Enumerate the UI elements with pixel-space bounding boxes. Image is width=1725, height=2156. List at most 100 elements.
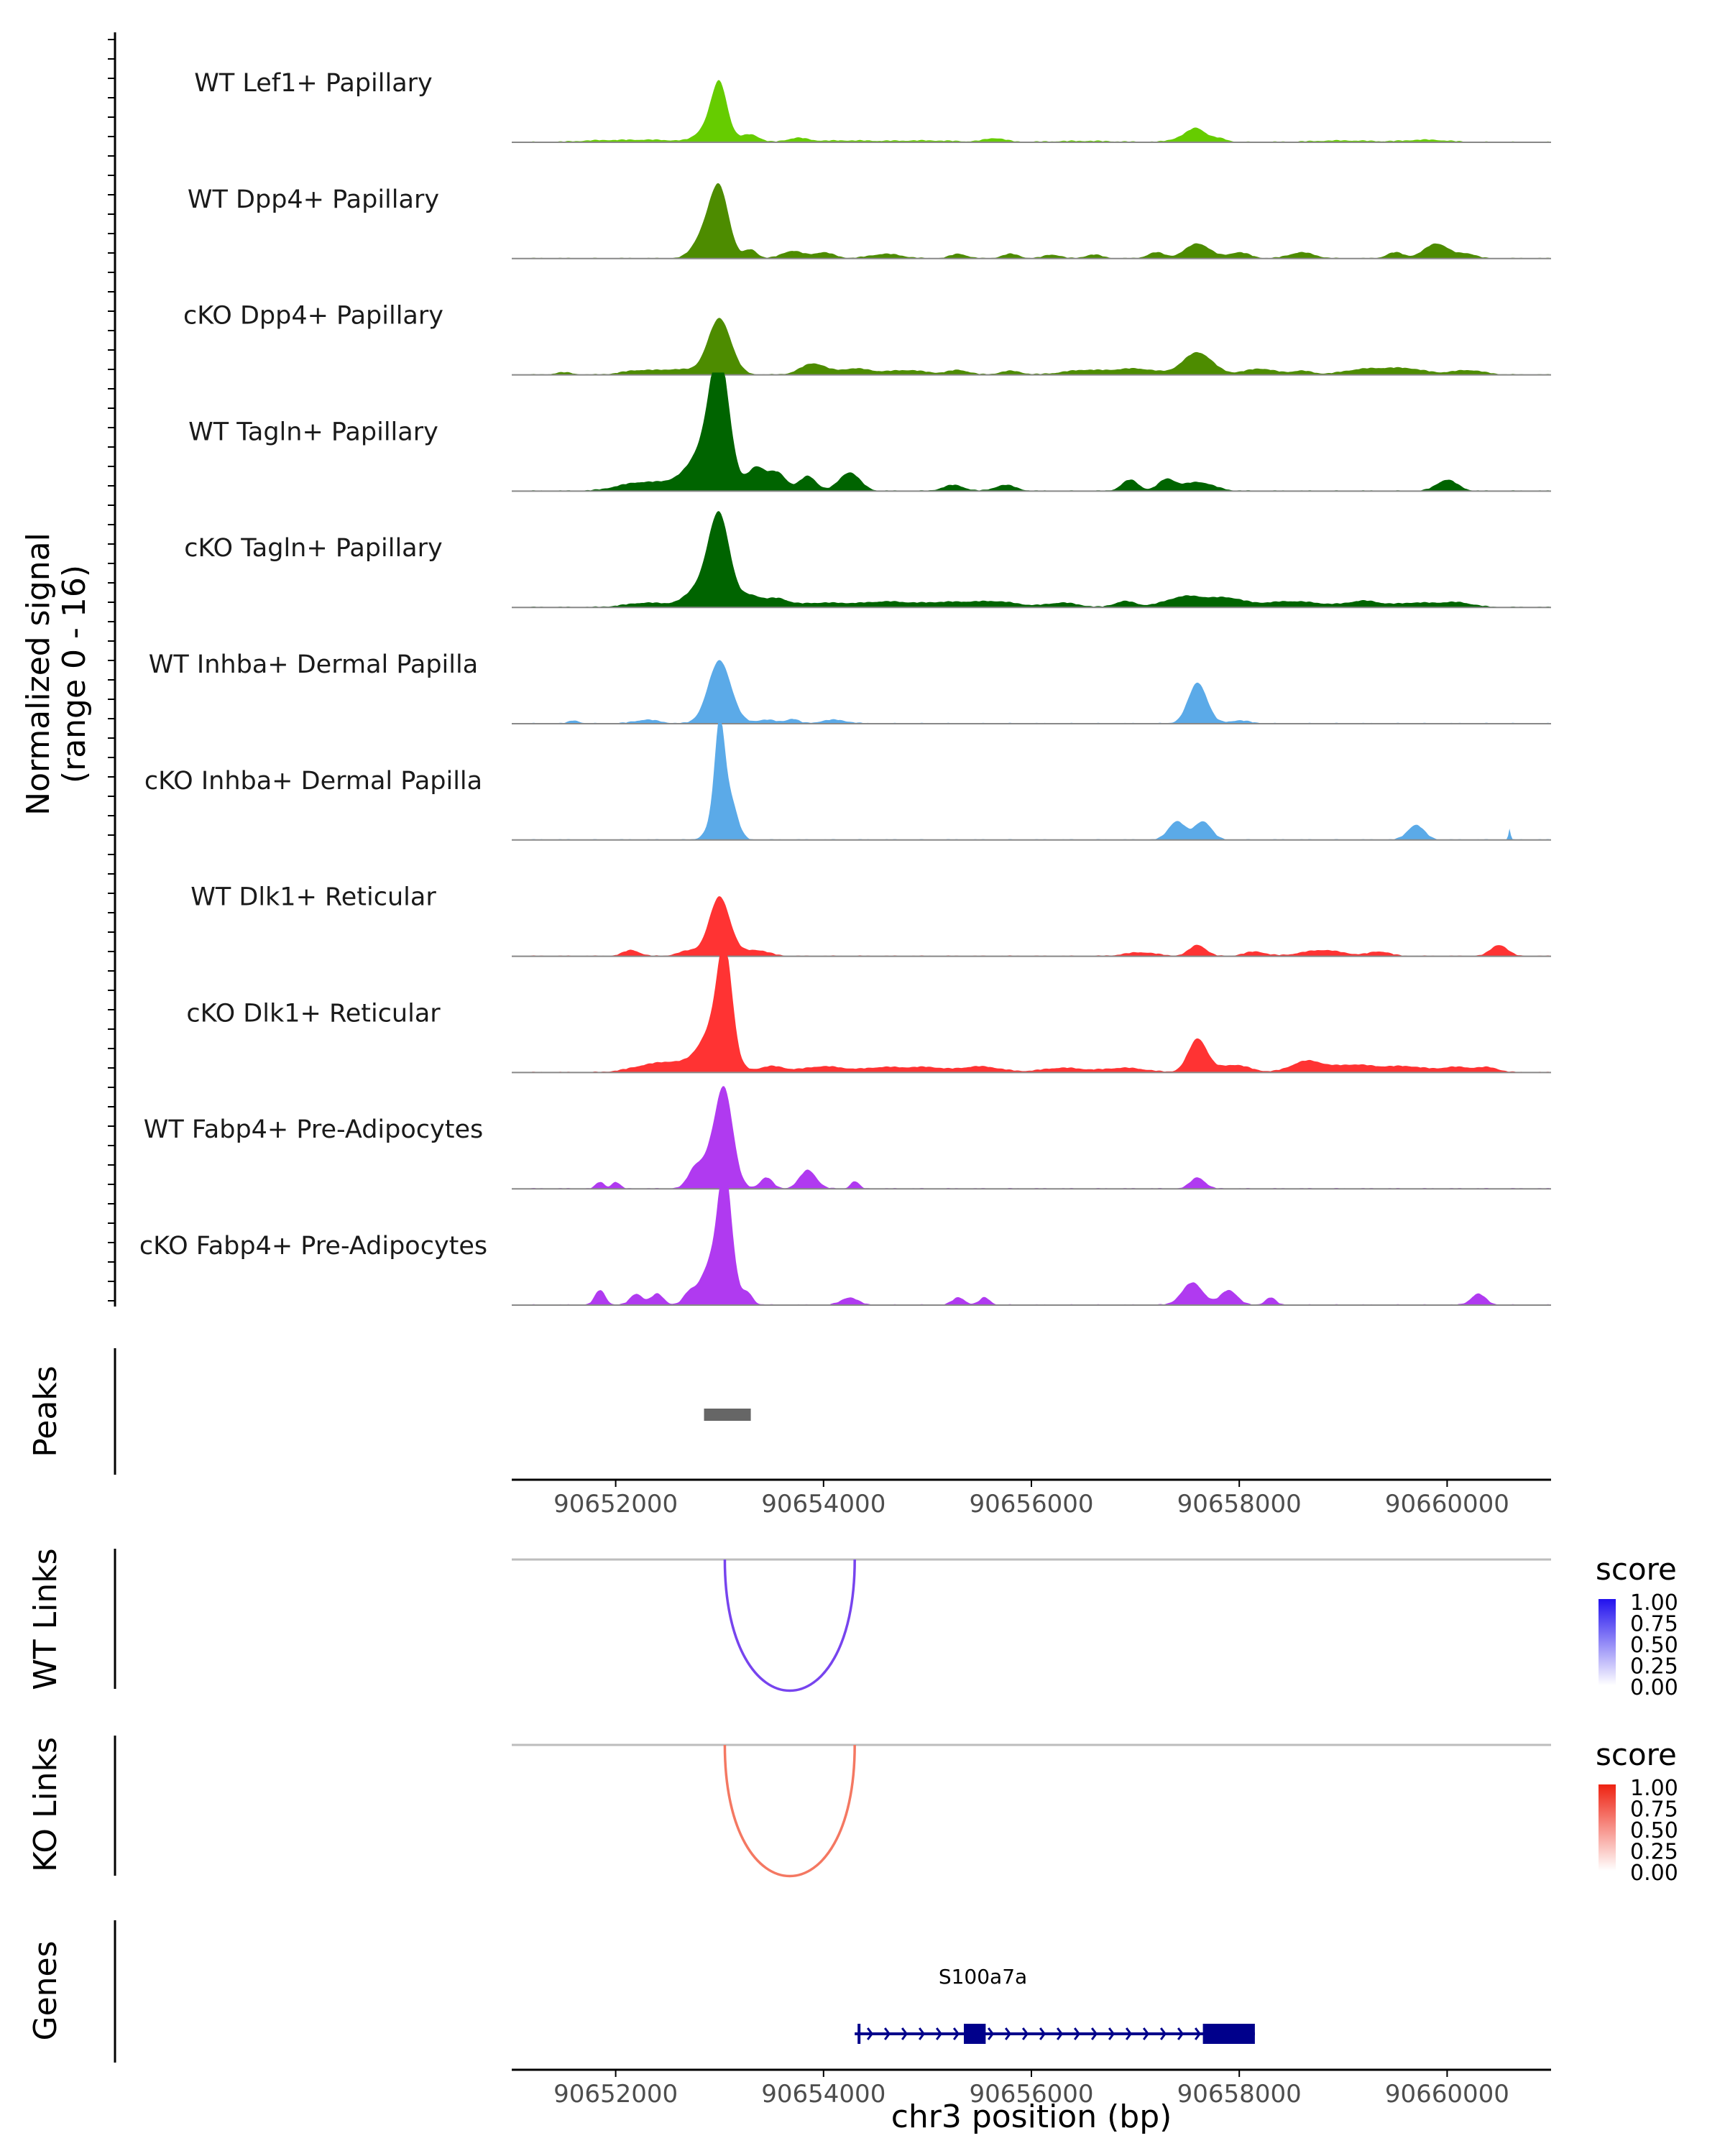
y-axis-label-line2: (range 0 - 16) [56, 565, 93, 783]
x-axis-lower: 90652000 90654000 90656000 90658000 90660000 [512, 2068, 1551, 2109]
coverage-tracks: WT Lef1+ Papillary WT Dpp4+ Papillary cKO … [139, 69, 1551, 1306]
coverage-area [512, 80, 1551, 142]
score-legend-tick: 0.00 [1630, 1675, 1678, 1700]
track-label: WT Dpp4+ Papillary [188, 185, 439, 214]
strand-arrow [1056, 2027, 1064, 2040]
strand-arrow [935, 2027, 943, 2040]
x-tick-label: 90660000 [1385, 2080, 1509, 2109]
wt-links-label: WT Links [27, 1548, 64, 1690]
gene-name: S100a7a [939, 1965, 1027, 1989]
coverage-area [512, 511, 1551, 608]
coverage-track: cKO Dlk1+ Reticular [186, 954, 1551, 1074]
strand-arrow [1142, 2027, 1150, 2040]
x-tick-label: 90656000 [969, 1490, 1093, 1519]
coverage-track: WT Inhba+ Dermal Papilla [149, 650, 1551, 724]
strand-arrow [1177, 2027, 1184, 2040]
x-tick-label: 90652000 [553, 1490, 678, 1519]
strand-arrow [1108, 2027, 1116, 2040]
score-colorbar [1598, 1599, 1616, 1685]
track-label: cKO Inhba+ Dermal Papilla [144, 767, 482, 796]
score-legend-tick: 0.50 [1630, 1633, 1678, 1658]
score-legend: score 1.000.750.500.250.00 [1596, 1737, 1678, 1886]
peak-region [704, 1409, 751, 1421]
x-tick-label: 90658000 [1177, 1490, 1302, 1519]
strand-arrow [1021, 2027, 1029, 2040]
wt-links-track: WT Links score 1.000.750.500.250.00 [27, 1548, 1678, 1700]
track-label: cKO Tagln+ Papillary [184, 534, 443, 563]
link-arc [723, 1744, 856, 1878]
x-tick-label: 90654000 [761, 2080, 886, 2109]
peaks-track: Peaks [27, 1348, 751, 1475]
score-legend-tick: 0.25 [1630, 1840, 1678, 1865]
coverage-area [512, 721, 1551, 840]
score-legend-tick: 0.75 [1630, 1797, 1678, 1823]
score-legend-tick: 0.75 [1630, 1612, 1678, 1637]
coverage-track: WT Tagln+ Papillary [188, 372, 1551, 492]
coverage-track: WT Dlk1+ Reticular [190, 883, 1551, 957]
coverage-track: cKO Inhba+ Dermal Papilla [144, 721, 1551, 841]
coverage-track: WT Fabp4+ Pre-Adipocytes [144, 1086, 1551, 1190]
x-axis-upper: 90652000 90654000 90656000 90658000 90660000 [512, 1478, 1551, 1519]
strand-arrow [1004, 2027, 1012, 2040]
coverage-track: WT Dpp4+ Papillary [188, 183, 1551, 259]
genes-track-label: Genes [27, 1940, 64, 2040]
ko-links-track: KO Links score 1.000.750.500.250.00 [27, 1736, 1678, 1886]
coverage-track: cKO Fabp4+ Pre-Adipocytes [139, 1187, 1551, 1306]
ko-links-label: KO Links [27, 1737, 64, 1872]
track-label: WT Dlk1+ Reticular [190, 883, 436, 912]
strand-arrow [883, 2027, 891, 2040]
score-legend-title: score [1596, 1552, 1677, 1587]
score-legend-tick: 0.50 [1630, 1818, 1678, 1843]
score-legend-tick: 0.00 [1630, 1861, 1678, 1886]
track-label: WT Inhba+ Dermal Papilla [149, 650, 478, 679]
coverage-track: WT Lef1+ Papillary [194, 69, 1551, 143]
coverage-area [512, 896, 1551, 957]
coverage-area [512, 183, 1551, 259]
y-axis-label-line1: Normalized signal [20, 533, 57, 816]
strand-arrow [1125, 2027, 1133, 2040]
x-axis-label: chr3 position (bp) [891, 2099, 1172, 2135]
strand-arrow [1039, 2027, 1046, 2040]
strand-arrow [1090, 2027, 1098, 2040]
coverage-area [512, 1086, 1551, 1189]
track-label: WT Tagln+ Papillary [188, 418, 438, 446]
peaks-track-label: Peaks [27, 1365, 64, 1457]
strand-arrow [918, 2027, 926, 2040]
score-legend-title: score [1596, 1737, 1677, 1772]
coverage-area [512, 954, 1551, 1073]
track-label: cKO Dpp4+ Papillary [183, 302, 443, 331]
score-legend-tick: 1.00 [1630, 1590, 1678, 1616]
x-tick-label: 90656000 [969, 2080, 1093, 2109]
y-axis-label: Normalized signal (range 0 - 16) [20, 533, 93, 816]
strand-arrow [1159, 2027, 1167, 2040]
coverage-area [512, 1187, 1551, 1305]
coverage-track: cKO Tagln+ Papillary [184, 511, 1551, 609]
track-label: cKO Fabp4+ Pre-Adipocytes [139, 1232, 487, 1261]
x-tick-label: 90654000 [761, 1490, 886, 1519]
strand-arrow [1194, 2027, 1202, 2040]
gene-exon [964, 2024, 986, 2044]
coverage-area [512, 660, 1551, 724]
gene-exon [1202, 2024, 1255, 2044]
track-label: WT Lef1+ Papillary [194, 69, 433, 98]
link-arc [723, 1559, 856, 1692]
strand-arrow [987, 2027, 995, 2040]
score-legend-tick: 0.25 [1630, 1654, 1678, 1680]
track-label: cKO Dlk1+ Reticular [186, 999, 441, 1028]
genes-track: Genes S100a7a [27, 1920, 1255, 2063]
strand-arrow [901, 2027, 908, 2040]
strand-arrow [866, 2027, 874, 2040]
coverage-area [512, 318, 1551, 375]
score-legend: score 1.000.750.500.250.00 [1596, 1552, 1678, 1700]
track-label: WT Fabp4+ Pre-Adipocytes [144, 1115, 483, 1144]
signal-y-axis [108, 32, 116, 1307]
x-tick-label: 90658000 [1177, 2080, 1302, 2109]
score-colorbar [1598, 1784, 1616, 1871]
coverage-area [512, 372, 1551, 492]
x-tick-label: 90652000 [553, 2080, 678, 2109]
coverage-track: cKO Dpp4+ Papillary [183, 302, 1551, 376]
x-tick-label: 90660000 [1385, 1490, 1509, 1519]
score-legend-tick: 1.00 [1630, 1776, 1678, 1801]
strand-arrow [1073, 2027, 1081, 2040]
